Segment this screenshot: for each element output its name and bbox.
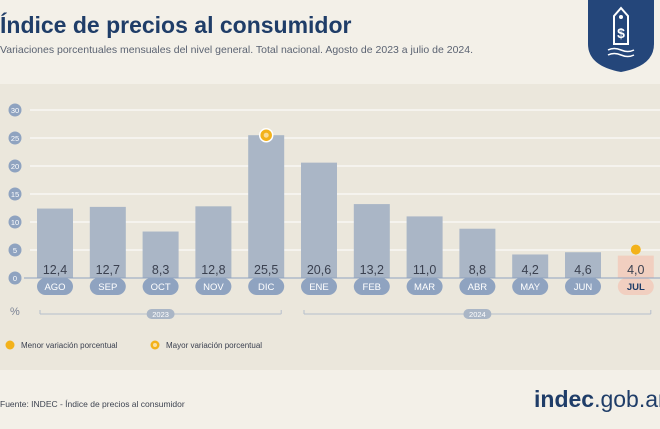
category-pill <box>406 278 443 295</box>
legend-label: Mayor variación porcentual <box>166 341 262 350</box>
bar-value-label: 12,7 <box>96 263 120 277</box>
y-tick-label: 30 <box>11 106 19 115</box>
category-pill <box>301 278 337 295</box>
category-pill <box>353 278 390 295</box>
category-pill <box>565 278 601 295</box>
bar <box>459 228 496 278</box>
x-tick-label: JUN <box>574 282 593 293</box>
chart-title: Índice de precios al consumidor <box>0 12 352 38</box>
y-tick-marker <box>8 159 22 173</box>
bar-value-label: 12,8 <box>201 263 225 277</box>
category-pill <box>617 278 654 295</box>
y-tick-marker <box>8 243 22 257</box>
category-pill <box>512 278 549 295</box>
bar <box>512 254 549 278</box>
y-tick-label: 5 <box>13 246 17 255</box>
bar-value-label: 11,0 <box>413 263 436 277</box>
y-tick-marker <box>8 271 22 285</box>
bar-value-label: 8,8 <box>469 263 486 277</box>
bar <box>406 216 443 278</box>
y-tick-label: 20 <box>11 162 19 171</box>
legend-label: Menor variación porcentual <box>21 341 118 350</box>
x-tick-label: JUL <box>627 282 645 293</box>
bar-value-label: 8,3 <box>152 263 169 277</box>
bar-value-label: 12,4 <box>43 263 67 277</box>
y-tick-label: 0 <box>13 274 17 283</box>
min-marker <box>630 244 641 255</box>
svg-text:$: $ <box>617 25 625 41</box>
x-tick-label: FEB <box>363 282 381 293</box>
bar-chart: 0 5 10 15 20 25 30% 12,4 AGO 12,7 SEP 8,3 OCT 12,8 NOV… <box>5 103 660 350</box>
bar-value-label: 4,6 <box>574 263 591 277</box>
bar <box>89 206 126 278</box>
y-tick-label: 10 <box>11 218 19 227</box>
bar <box>301 162 337 278</box>
bar <box>142 231 179 278</box>
year-label: 2024 <box>469 310 486 319</box>
chart-subtitle: Variaciones porcentuales mensuales del n… <box>0 44 474 56</box>
bar <box>617 255 654 278</box>
bar-value-label: 4,2 <box>522 263 539 277</box>
bar-value-label: 20,6 <box>307 263 331 277</box>
y-tick-marker <box>8 215 22 229</box>
category-pill <box>142 278 179 295</box>
x-tick-label: AGO <box>44 282 65 293</box>
category-pill <box>248 278 285 295</box>
category-pill <box>89 278 126 295</box>
legend-min-marker <box>5 340 15 350</box>
y-tick-label: 15 <box>11 190 19 199</box>
indec-logo: indec.gob.ar <box>534 386 660 413</box>
price-tag-dollar-icon: $ <box>588 0 654 72</box>
bar <box>195 206 232 278</box>
source-note: Fuente: INDEC - Índice de precios al con… <box>0 399 185 409</box>
x-tick-label: MAY <box>520 282 541 293</box>
x-tick-label: DIC <box>258 282 275 293</box>
x-tick-label: ENE <box>309 282 329 293</box>
y-tick-marker <box>8 131 22 145</box>
year-pill <box>146 309 175 319</box>
bar <box>37 208 73 278</box>
max-marker-center <box>263 132 269 138</box>
category-pill <box>195 278 232 295</box>
bar <box>248 135 285 278</box>
year-pill <box>463 309 492 319</box>
category-pill <box>37 278 73 295</box>
bar-value-label: 13,2 <box>360 263 384 277</box>
brand-main: indec <box>534 386 595 412</box>
y-tick-label: 25 <box>11 134 19 143</box>
x-tick-label: OCT <box>151 282 171 293</box>
brand-suffix: .gob.ar <box>594 386 660 412</box>
y-axis-unit: % <box>10 306 20 318</box>
bar-value-label: 4,0 <box>627 263 644 277</box>
bar <box>565 252 601 278</box>
bar <box>353 204 390 278</box>
x-tick-label: MAR <box>414 282 435 293</box>
year-label: 2023 <box>152 310 169 319</box>
legend-max-marker-center <box>153 343 157 347</box>
y-tick-marker <box>8 187 22 201</box>
category-pill <box>459 278 496 295</box>
y-tick-marker <box>8 103 22 117</box>
x-tick-label: NOV <box>203 282 224 293</box>
x-tick-label: SEP <box>98 282 117 293</box>
bar-value-label: 25,5 <box>254 263 278 277</box>
x-tick-label: ABR <box>468 282 488 293</box>
